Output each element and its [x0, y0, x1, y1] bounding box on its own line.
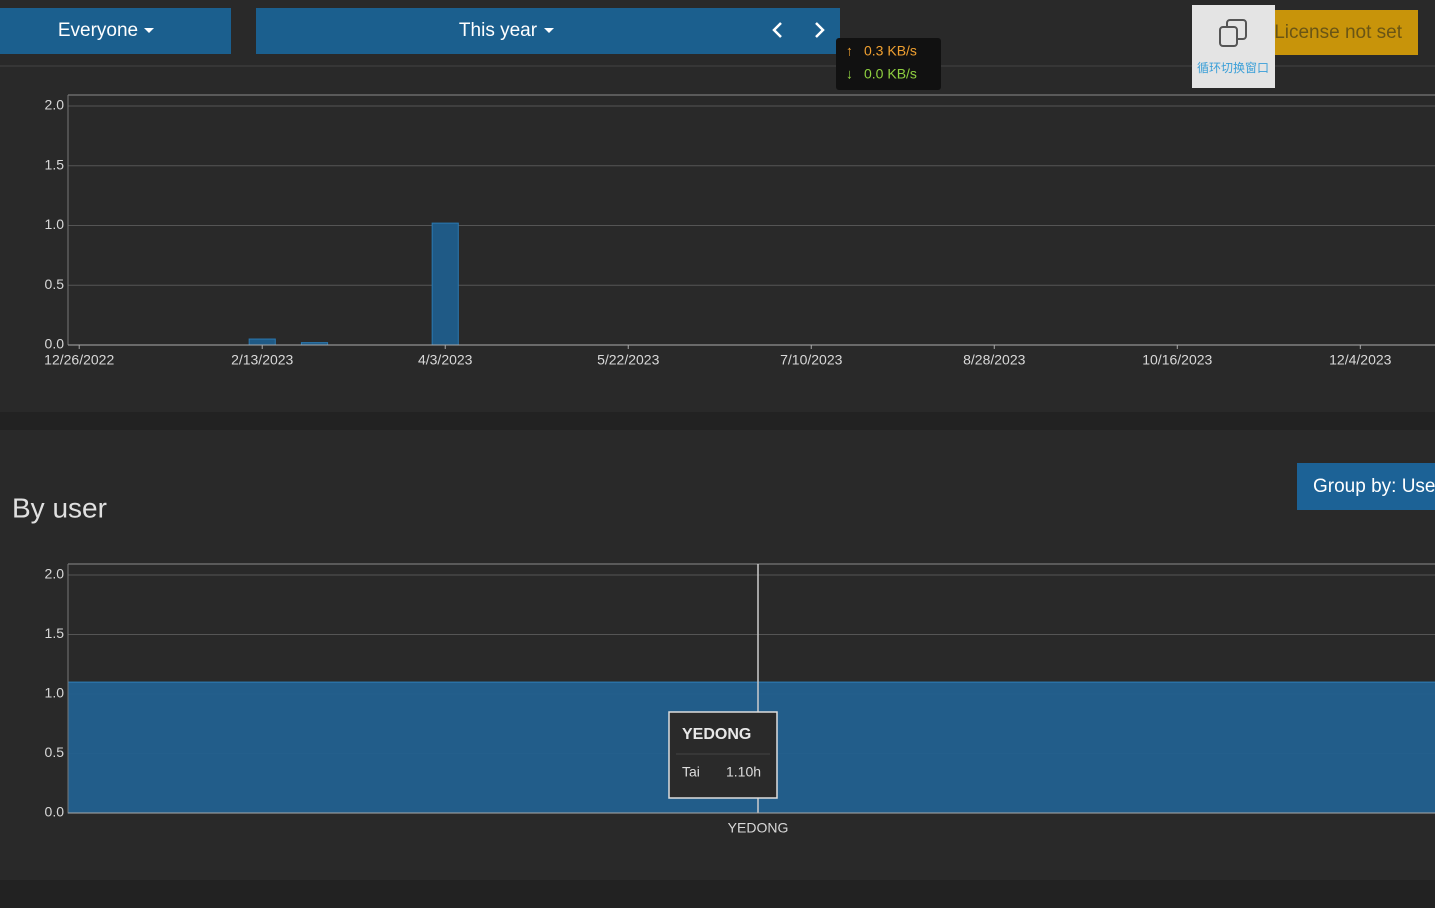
bar [431, 222, 459, 346]
period-label: This year [459, 20, 538, 41]
tooltip [668, 711, 778, 799]
x-tick-label: 8/28/2023 [963, 352, 1025, 368]
y-tick-label: 2.0 [45, 566, 65, 582]
window-icon [1226, 19, 1247, 40]
user-filter-button[interactable] [0, 8, 231, 54]
panel-gap [0, 412, 1435, 430]
switch-window-label: 循环切换窗口 [1197, 61, 1269, 75]
panel-gap [0, 880, 1435, 908]
bar [248, 338, 276, 346]
y-tick-label: 2.0 [45, 97, 65, 113]
y-tick-label: 1.0 [45, 685, 65, 701]
next-button[interactable] [815, 22, 825, 38]
y-tick-label: 0.0 [45, 804, 65, 820]
caret [144, 28, 154, 33]
y-tick-label: 0.5 [45, 744, 65, 760]
tooltip-title: YEDONG [682, 726, 751, 743]
x-tick-label: 10/16/2023 [1142, 352, 1212, 368]
speed-box [836, 38, 941, 90]
x-tick-label: YEDONG [728, 820, 789, 836]
x-tick-label: 12/26/2022 [44, 352, 114, 368]
tooltip-value: 1.10h [726, 764, 761, 780]
prev-button[interactable] [772, 22, 782, 38]
upload-arrow: ↑ [846, 43, 853, 59]
y-tick-label: 1.0 [45, 216, 65, 232]
user-filter-label: Everyone [58, 20, 138, 41]
x-tick-label: 4/3/2023 [418, 352, 473, 368]
y-tick-label: 0.0 [45, 336, 65, 352]
license-label: License not set [1274, 22, 1403, 43]
download-speed: 0.0 KB/s [864, 66, 917, 82]
x-tick-label: 5/22/2023 [597, 352, 659, 368]
x-tick-label: 2/13/2023 [231, 352, 293, 368]
group-by-button[interactable] [1297, 463, 1435, 510]
y-tick-label: 0.5 [45, 276, 65, 292]
x-tick-label: 12/4/2023 [1329, 352, 1391, 368]
x-tick-label: 7/10/2023 [780, 352, 842, 368]
group-by-label: Group by: Use [1313, 476, 1435, 497]
section-title: By user [12, 492, 107, 523]
y-tick-label: 1.5 [45, 625, 65, 641]
download-arrow: ↓ [846, 66, 853, 82]
y-tick-label: 1.5 [45, 156, 65, 172]
window-icon [1219, 26, 1238, 47]
upload-speed: 0.3 KB/s [864, 43, 917, 59]
tooltip-series: Tai [682, 764, 700, 780]
caret [544, 28, 554, 33]
license-button[interactable] [1262, 10, 1418, 55]
